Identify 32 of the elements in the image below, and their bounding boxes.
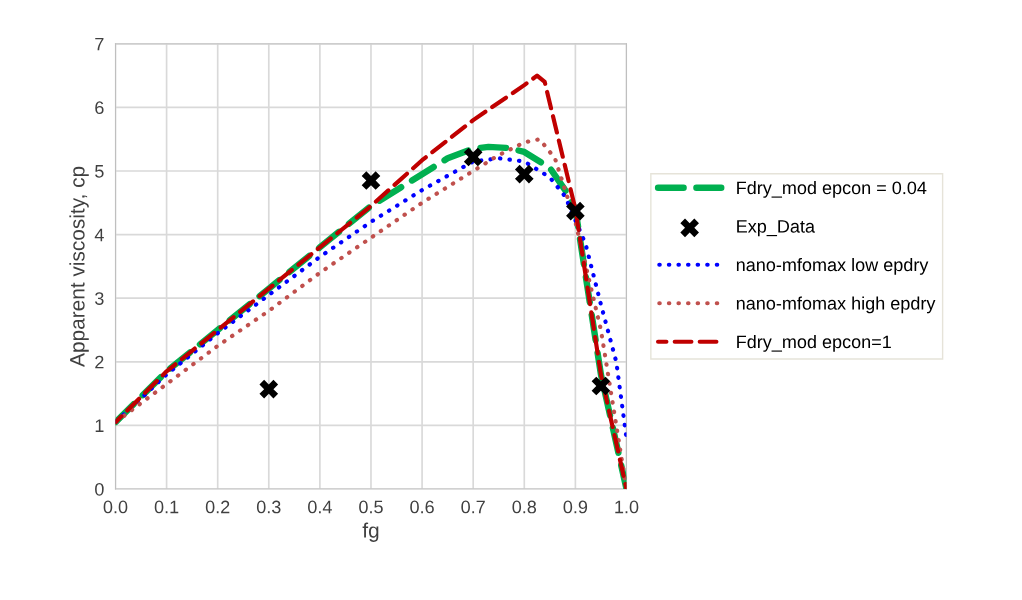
x-tick-label: 0.4 <box>308 500 332 514</box>
legend-label: nano-mfomax high epdry <box>736 296 936 314</box>
y-tick-label: 1 <box>95 419 104 432</box>
x-tick-label: 0.9 <box>563 500 588 514</box>
y-tick-label: 7 <box>95 37 104 51</box>
x-tick-label: 0.0 <box>103 500 128 514</box>
point <box>514 164 534 184</box>
x-tick-label: 0.2 <box>205 500 230 514</box>
legend-label: Fdry_mod epcon = 0.04 <box>737 180 927 198</box>
x-tick-label: 0.6 <box>410 500 434 514</box>
y-tick-label: 2 <box>95 355 104 369</box>
y-tick-label: 6 <box>95 101 104 115</box>
x-tick-label: 1.0 <box>615 500 639 514</box>
y-tick-label: 4 <box>94 228 104 242</box>
y-tick-label: 3 <box>95 292 104 305</box>
point <box>566 201 585 221</box>
x-tick-label: 0.5 <box>359 500 383 514</box>
y-tick-label: 0 <box>95 482 104 496</box>
point <box>361 171 381 190</box>
x-tick-label: 0.8 <box>512 500 537 514</box>
point <box>463 147 483 167</box>
legend-label: Fdry_mod epcon=1 <box>737 334 891 352</box>
legend-label: Exp_Data <box>737 220 815 237</box>
y-axis-title: Apparent viscosity, cp <box>69 166 89 367</box>
point <box>259 379 279 399</box>
y-tick-label: 5 <box>95 165 104 178</box>
x-tick-label: 0.3 <box>256 500 281 514</box>
legend-label: nano-mfomax low epdry <box>736 257 929 275</box>
x-tick-label: 0.1 <box>154 500 179 514</box>
x-axis-title: fg <box>362 522 379 542</box>
point <box>591 376 611 396</box>
x-tick-label: 0.7 <box>461 500 485 514</box>
